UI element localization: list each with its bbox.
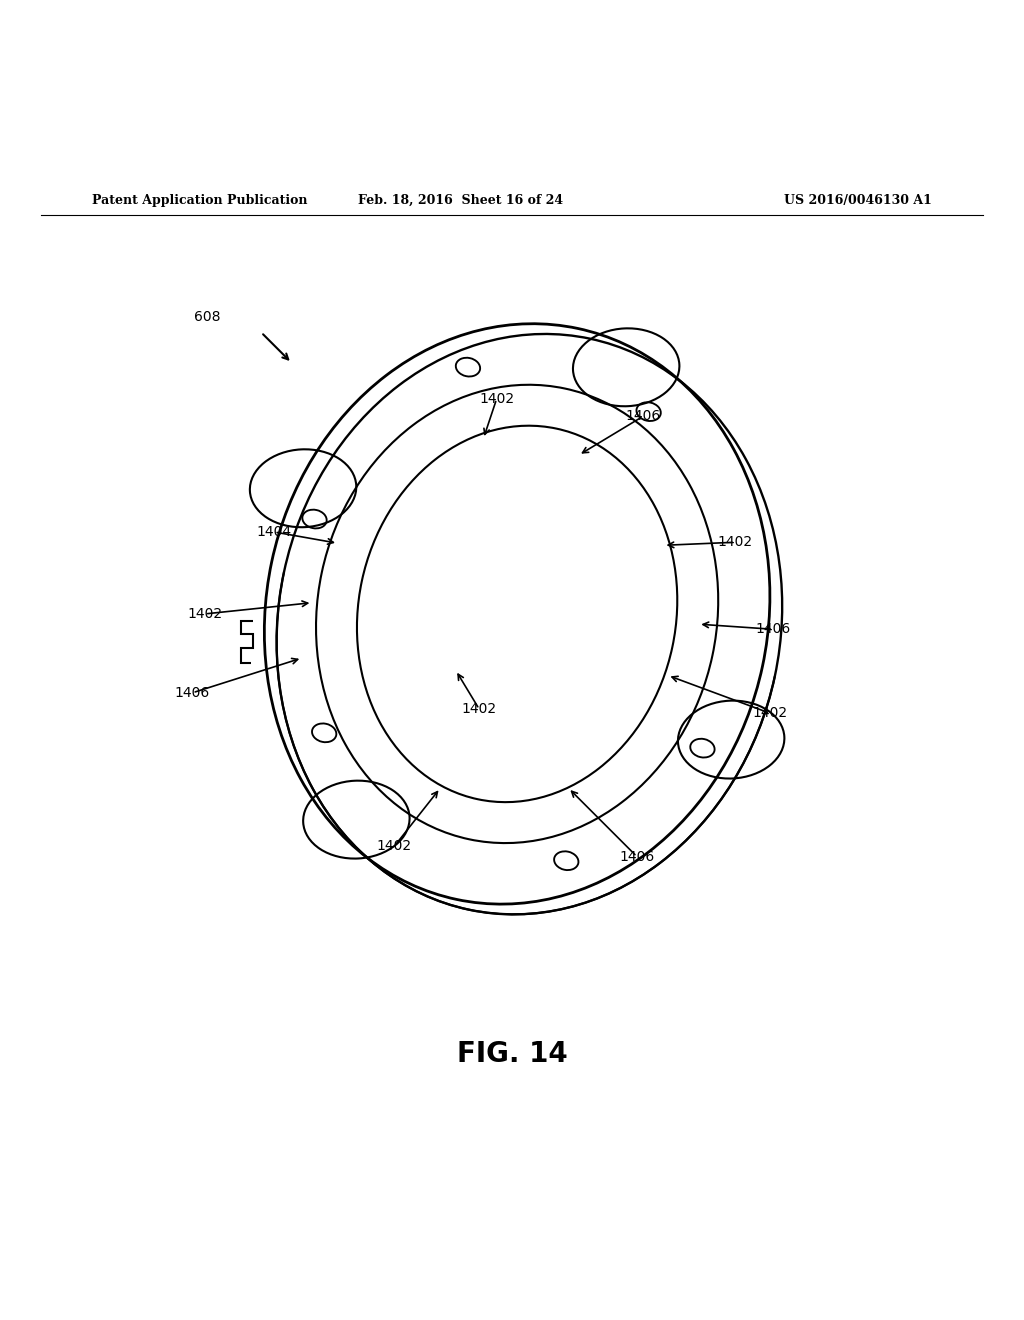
Text: Feb. 18, 2016  Sheet 16 of 24: Feb. 18, 2016 Sheet 16 of 24 <box>358 194 563 207</box>
Text: 1404: 1404 <box>257 525 292 539</box>
Text: 1406: 1406 <box>756 622 791 636</box>
Text: 1402: 1402 <box>753 706 787 721</box>
Text: 1402: 1402 <box>479 392 514 405</box>
Text: 1406: 1406 <box>175 686 210 700</box>
Text: 1402: 1402 <box>718 535 753 549</box>
Text: 1406: 1406 <box>620 850 654 863</box>
Text: Patent Application Publication: Patent Application Publication <box>92 194 307 207</box>
Text: 608: 608 <box>194 310 220 323</box>
Text: 1402: 1402 <box>462 702 497 717</box>
Text: 1402: 1402 <box>377 840 412 853</box>
Text: FIG. 14: FIG. 14 <box>457 1040 567 1068</box>
Text: 1402: 1402 <box>187 607 222 620</box>
Ellipse shape <box>264 323 770 904</box>
Text: US 2016/0046130 A1: US 2016/0046130 A1 <box>784 194 932 207</box>
Text: 1406: 1406 <box>626 409 660 424</box>
